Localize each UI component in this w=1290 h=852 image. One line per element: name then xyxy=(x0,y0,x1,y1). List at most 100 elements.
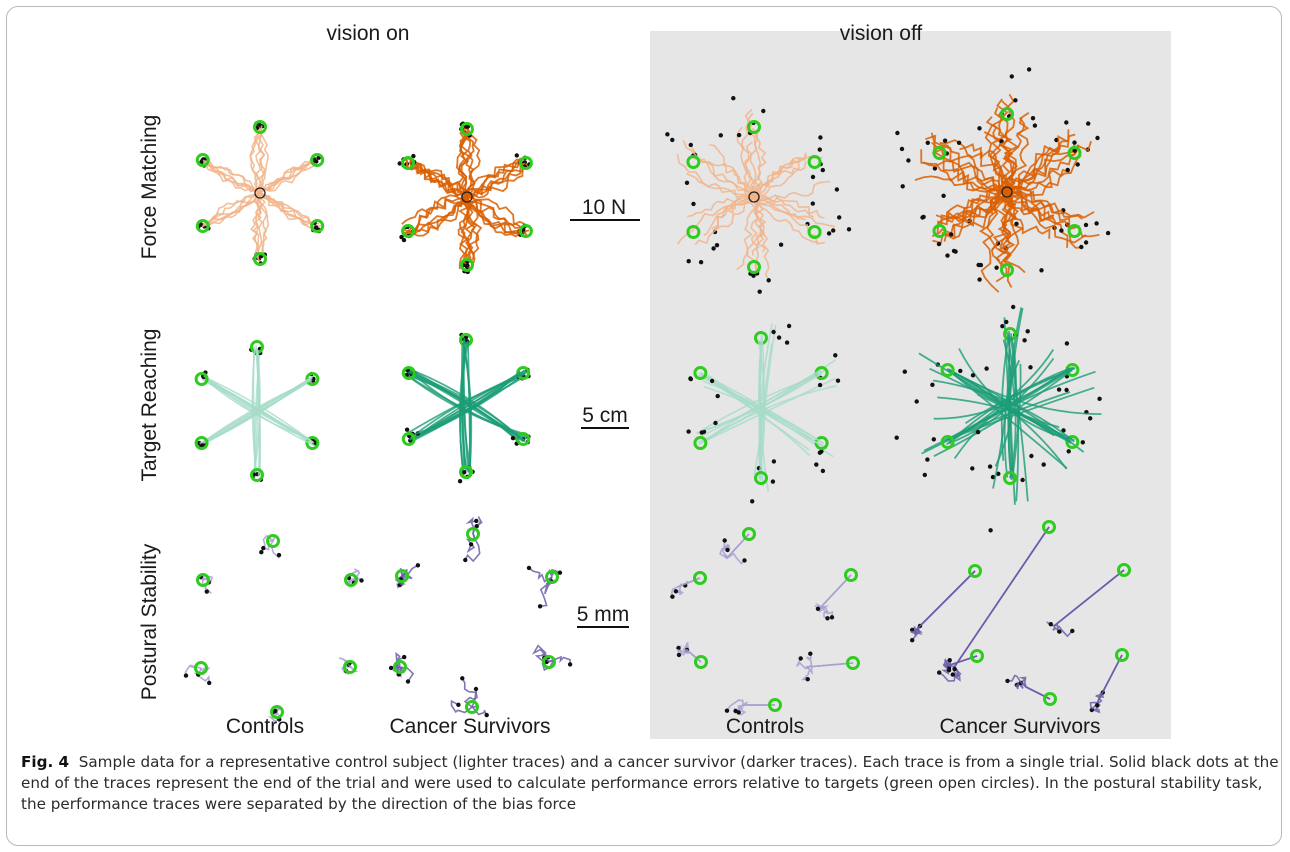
target-circle xyxy=(742,527,756,541)
end-dot xyxy=(1061,428,1066,433)
trace xyxy=(709,144,755,198)
end-dot xyxy=(273,708,278,714)
end-dot xyxy=(711,246,716,251)
column-label-controls-off: Controls xyxy=(726,715,804,738)
end-dot xyxy=(1029,453,1034,459)
end-dot xyxy=(900,184,905,189)
end-dot xyxy=(567,662,573,667)
trace xyxy=(202,159,261,194)
trace xyxy=(259,192,319,229)
end-dot xyxy=(688,142,693,148)
trace xyxy=(685,172,754,199)
trace xyxy=(466,164,524,198)
end-dot xyxy=(1065,167,1070,173)
end-dot xyxy=(899,146,905,152)
end-dot xyxy=(463,557,468,563)
target-circle xyxy=(940,435,955,449)
trace xyxy=(947,191,1008,223)
end-dot xyxy=(1086,121,1091,126)
end-dot xyxy=(1000,324,1005,329)
trace xyxy=(256,125,266,194)
end-dot xyxy=(970,466,975,471)
target-circle xyxy=(401,224,416,238)
target-circle xyxy=(196,573,210,587)
target-circle xyxy=(970,649,984,663)
end-dot xyxy=(817,382,823,388)
end-dot xyxy=(1075,162,1080,167)
trace xyxy=(1000,334,1010,461)
trace xyxy=(459,340,469,477)
target-circle xyxy=(194,436,209,450)
end-dot xyxy=(987,464,993,469)
end-dot xyxy=(776,335,782,340)
end-dot xyxy=(1072,148,1077,153)
end-dot xyxy=(1057,629,1062,634)
target-circle xyxy=(516,432,531,446)
target-circle xyxy=(270,705,284,719)
end-dot xyxy=(778,242,784,247)
trace xyxy=(259,193,270,257)
trace xyxy=(753,154,808,198)
target-circle xyxy=(401,366,416,380)
end-dot xyxy=(415,563,421,568)
target-circle xyxy=(807,225,822,239)
end-dot xyxy=(820,167,825,173)
trace xyxy=(753,196,819,244)
trace xyxy=(964,367,1076,425)
trace xyxy=(753,337,765,474)
target-circle xyxy=(968,564,982,578)
end-dot xyxy=(894,435,899,440)
header-vision-on: vision on xyxy=(327,22,410,45)
target-circle xyxy=(686,155,701,169)
end-dot xyxy=(1014,221,1019,226)
target-circle xyxy=(932,146,947,160)
end-dot xyxy=(925,140,930,145)
target-circle xyxy=(195,153,210,167)
trace xyxy=(259,192,320,225)
end-dot xyxy=(921,214,926,220)
end-dot xyxy=(699,430,704,435)
end-dot xyxy=(557,570,563,575)
trace xyxy=(1007,674,1051,700)
target-circle xyxy=(1065,435,1080,449)
target-circle xyxy=(343,660,357,674)
end-dot xyxy=(397,161,402,166)
trace xyxy=(472,516,483,535)
end-dot xyxy=(457,479,463,484)
target-circle xyxy=(768,698,782,712)
column-label-survivors-on: Cancer Survivors xyxy=(389,715,550,738)
end-dot xyxy=(713,420,718,426)
end-dot xyxy=(1004,319,1009,325)
end-dot xyxy=(1105,230,1111,236)
target-circle xyxy=(846,656,860,670)
target-circle xyxy=(305,436,320,450)
trace xyxy=(252,192,261,259)
trace xyxy=(711,196,755,230)
end-dot xyxy=(401,237,407,243)
end-dot xyxy=(825,616,830,621)
end-dot xyxy=(1079,244,1084,250)
end-dot xyxy=(462,470,467,475)
trace xyxy=(753,196,771,281)
end-dot xyxy=(474,524,479,529)
end-dot xyxy=(1083,240,1089,245)
trace xyxy=(413,194,468,234)
target-circle xyxy=(807,155,822,169)
trace xyxy=(259,158,318,194)
target-circle xyxy=(310,219,325,233)
end-dot xyxy=(817,147,822,152)
trace xyxy=(999,191,1013,288)
target-circle xyxy=(194,661,208,675)
end-dot xyxy=(718,133,723,138)
trace xyxy=(1007,307,1023,476)
end-dot xyxy=(820,468,826,474)
trace xyxy=(687,195,755,218)
target-circle xyxy=(542,655,556,669)
target-circle xyxy=(1067,146,1082,160)
target-circle xyxy=(518,224,533,238)
trace xyxy=(405,159,468,198)
trace-panels xyxy=(183,67,1131,722)
trace xyxy=(922,160,1008,195)
end-dot xyxy=(956,140,962,145)
target-circle xyxy=(310,153,325,167)
